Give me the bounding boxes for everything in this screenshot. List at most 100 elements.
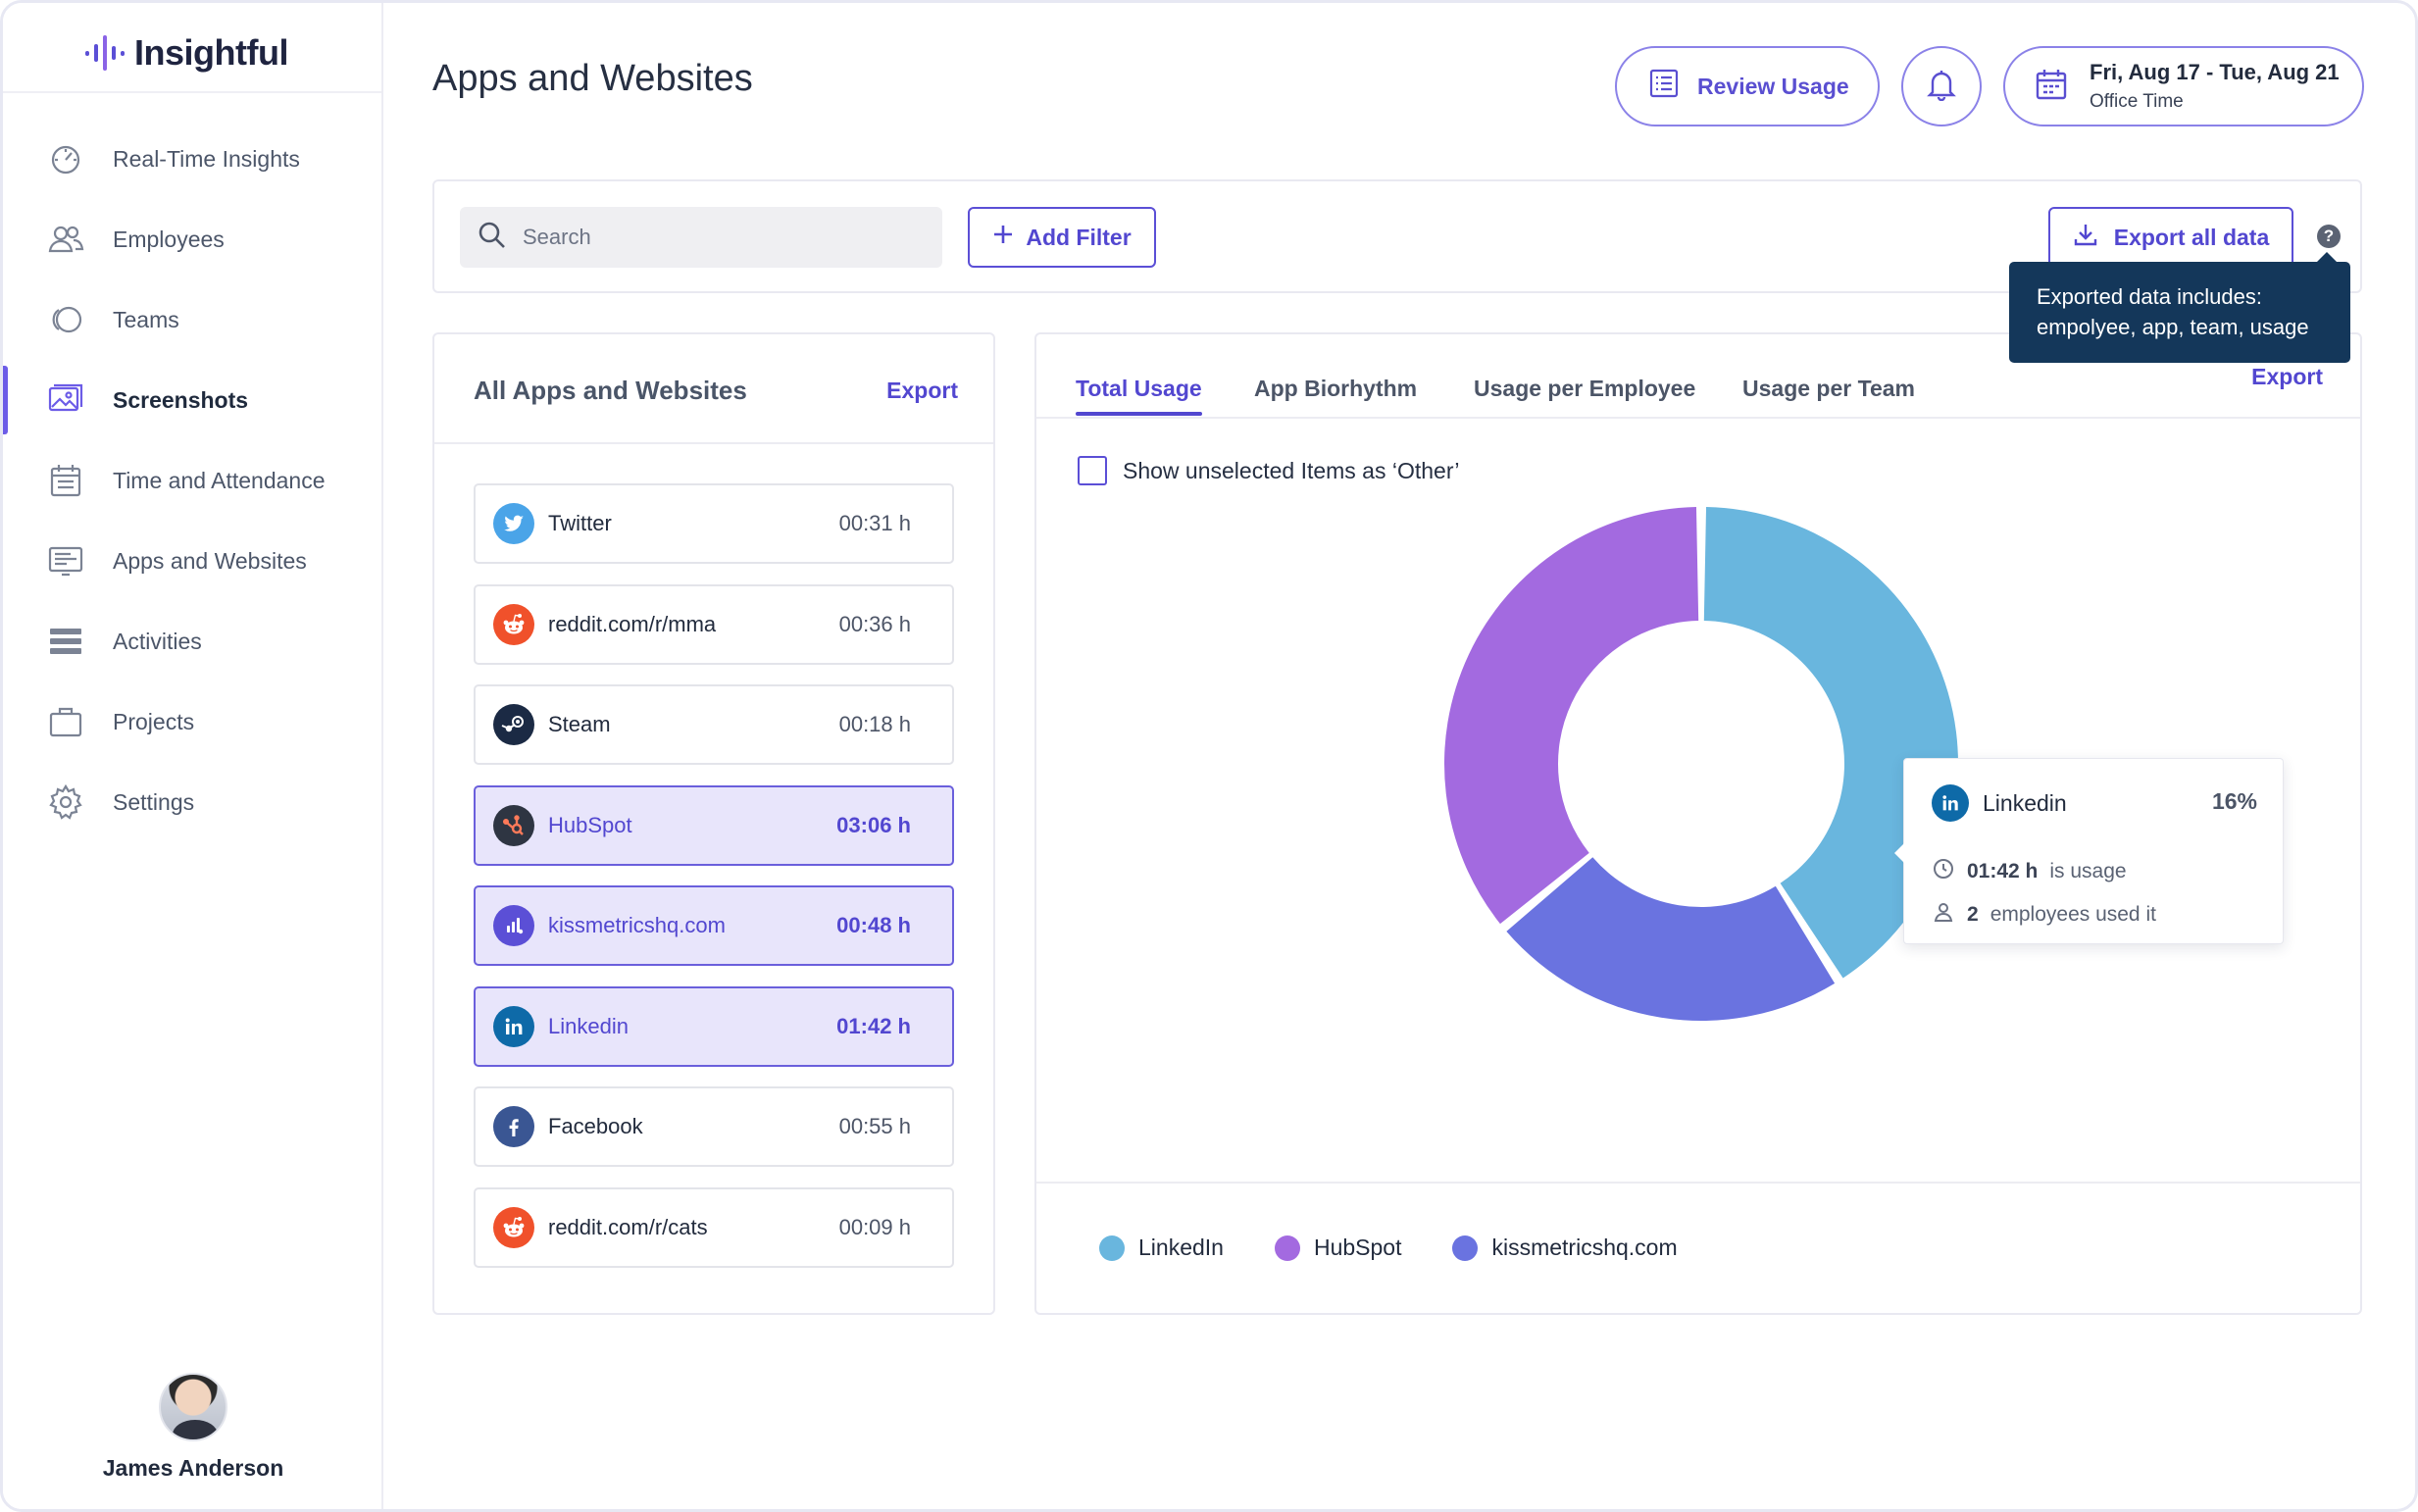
sidebar: Insightful Real-Time Insights Employees: [3, 3, 383, 1509]
chart-tooltip: Linkedin 16% 01:42 h is usage 2 employee…: [1894, 758, 2284, 944]
list-item[interactable]: Linkedin 01:42 h: [474, 985, 954, 1067]
app-name: Facebook: [548, 1114, 643, 1138]
notifications-button[interactable]: [1901, 46, 1982, 126]
teams-icon: [46, 300, 85, 339]
tooltip-usage-row: 01:42 h is usage: [1932, 857, 2127, 886]
sidebar-item-screenshots[interactable]: Screenshots: [3, 360, 381, 440]
calendar-icon: [46, 461, 85, 500]
reddit-icon: [493, 1206, 534, 1248]
add-filter-button[interactable]: Add Filter: [968, 207, 1156, 268]
sidebar-divider: [3, 91, 381, 93]
people-icon: [46, 220, 85, 259]
app-time: 00:36 h: [838, 611, 911, 636]
app-time: 00:18 h: [838, 712, 911, 736]
search-input[interactable]: [523, 225, 915, 250]
list-icon: [46, 622, 85, 661]
sidebar-item-apps-and-websites[interactable]: Apps and Websites: [3, 521, 381, 601]
checkbox[interactable]: [1078, 456, 1107, 485]
user-profile[interactable]: James Anderson: [3, 1373, 383, 1482]
date-range-picker[interactable]: Fri, Aug 17 - Tue, Aug 21 Office Time: [2003, 46, 2364, 126]
legend-item-hubspot[interactable]: HubSpot: [1274, 1235, 1401, 1261]
list-item[interactable]: kissmetricshq.com 00:48 h: [474, 885, 954, 966]
logo[interactable]: Insightful: [85, 30, 288, 76]
tab-usage-per-employee[interactable]: Usage per Employee: [1474, 376, 1696, 401]
tab-total-usage[interactable]: Total Usage: [1076, 376, 1202, 416]
linkedin-icon: [1932, 784, 1969, 822]
app-name: reddit.com/r/mma: [548, 611, 717, 636]
legend-item-kissmetrics[interactable]: kissmetricshq.com: [1452, 1235, 1678, 1261]
list-item[interactable]: Facebook 00:55 h: [474, 1086, 954, 1167]
date-range-text: Fri, Aug 17 - Tue, Aug 21: [2090, 60, 2340, 84]
sidebar-item-activities[interactable]: Activities: [3, 601, 381, 681]
sidebar-item-real-time-insights[interactable]: Real-Time Insights: [3, 119, 381, 199]
app-time: 00:09 h: [838, 1214, 911, 1239]
app-name: reddit.com/r/cats: [548, 1214, 708, 1239]
search-icon: [478, 221, 507, 255]
tooltip-percent: 16%: [2211, 788, 2257, 814]
logo-mark-icon: [85, 30, 125, 76]
export-tooltip: Exported data includes: empolyee, app, t…: [2009, 252, 2350, 363]
sidebar-item-settings[interactable]: Settings: [3, 762, 381, 842]
app-time: 03:06 h: [836, 812, 911, 837]
list-item[interactable]: reddit.com/r/mma 00:36 h: [474, 583, 954, 665]
tooltip-app-name: Linkedin: [1983, 789, 2067, 816]
donut-slice-hubspot[interactable]: [1444, 507, 1699, 925]
monitor-icon: [46, 541, 85, 580]
app-time: 00:48 h: [836, 913, 911, 937]
facebook-icon: [493, 1106, 534, 1147]
download-icon: [2073, 222, 2098, 253]
sidebar-item-projects[interactable]: Projects: [3, 681, 381, 762]
calendar-icon: [2035, 68, 2068, 106]
apps-export-link[interactable]: Export: [886, 378, 958, 403]
legend-divider: [1036, 1182, 2360, 1184]
help-icon[interactable]: ?: [2317, 225, 2341, 248]
legend-swatch: [1274, 1235, 1300, 1261]
sidebar-item-label: Teams: [113, 306, 179, 332]
legend-swatch: [1099, 1235, 1125, 1261]
export-all-button[interactable]: Export all data: [2048, 207, 2293, 268]
review-usage-button[interactable]: Review Usage: [1615, 46, 1880, 126]
chart-tabs: Total Usage App Biorhythm Usage per Empl…: [1036, 334, 2360, 419]
tooltip-usage-text: is usage: [2049, 860, 2127, 882]
page-title: Apps and Websites: [432, 58, 753, 99]
tooltip-employees-row: 2 employees used it: [1932, 900, 2156, 930]
list-item[interactable]: reddit.com/r/cats 00:09 h: [474, 1186, 954, 1268]
linkedin-icon: [493, 1005, 534, 1047]
briefcase-icon: [46, 702, 85, 741]
sidebar-nav: Real-Time Insights Employees Teams Scree…: [3, 119, 381, 842]
avatar[interactable]: [159, 1373, 227, 1441]
search-box[interactable]: [460, 207, 942, 268]
legend-item-linkedin[interactable]: LinkedIn: [1099, 1235, 1224, 1261]
sidebar-item-teams[interactable]: Teams: [3, 279, 381, 360]
steam-icon: [493, 704, 534, 745]
legend-label: kissmetricshq.com: [1491, 1235, 1678, 1260]
sidebar-item-employees[interactable]: Employees: [3, 199, 381, 279]
list-item[interactable]: HubSpot 03:06 h: [474, 784, 954, 866]
hubspot-icon: [493, 804, 534, 846]
apps-panel-title: All Apps and Websites: [474, 376, 747, 405]
add-filter-label: Add Filter: [1026, 224, 1132, 250]
apps-panel-header: All Apps and Websites Export: [434, 334, 993, 444]
tooltip-usage-value: 01:42 h: [1967, 860, 2039, 882]
sidebar-item-label: Projects: [113, 708, 195, 734]
clock-icon: [1932, 857, 1955, 886]
reddit-icon: [493, 603, 534, 645]
sidebar-item-label: Screenshots: [113, 386, 249, 413]
list-item[interactable]: Steam 00:18 h: [474, 684, 954, 765]
user-name: James Anderson: [102, 1455, 284, 1481]
donut-slice-kissmetricshq-com[interactable]: [1506, 857, 1836, 1021]
tab-app-biorhythm[interactable]: App Biorhythm: [1254, 376, 1418, 401]
sidebar-item-label: Real-Time Insights: [113, 145, 300, 172]
plus-icon: [992, 224, 1014, 251]
chart-export-link[interactable]: Export: [2251, 364, 2323, 389]
app-list: Twitter 00:31 h reddit.com/r/mma 00:36 h…: [474, 483, 954, 1287]
tab-usage-per-team[interactable]: Usage per Team: [1742, 376, 1915, 401]
sidebar-item-time-and-attendance[interactable]: Time and Attendance: [3, 440, 381, 521]
show-other-checkbox[interactable]: Show unselected Items as ‘Other’: [1078, 456, 1459, 485]
sidebar-item-label: Apps and Websites: [113, 547, 307, 574]
list-item[interactable]: Twitter 00:31 h: [474, 483, 954, 564]
gear-icon: [46, 782, 85, 822]
usage-chart-panel: Total Usage App Biorhythm Usage per Empl…: [1034, 332, 2362, 1315]
review-usage-label: Review Usage: [1697, 73, 1849, 99]
